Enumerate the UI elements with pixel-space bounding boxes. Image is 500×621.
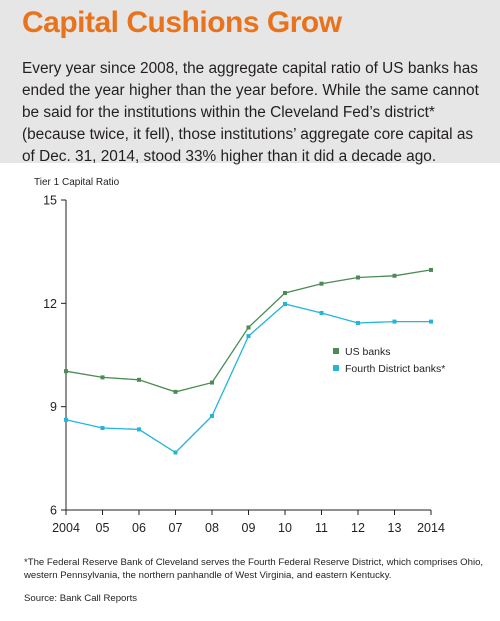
legend-marker <box>333 348 339 354</box>
footnote: *The Federal Reserve Bank of Cleveland s… <box>24 557 484 581</box>
x-tick-label: 2014 <box>417 521 445 535</box>
data-point <box>429 319 433 324</box>
x-tick-label: 07 <box>169 521 183 535</box>
y-tick-label: 6 <box>50 504 57 518</box>
legend-marker <box>333 365 339 371</box>
x-tick-label: 13 <box>388 521 402 535</box>
y-tick-label: 12 <box>43 297 57 311</box>
x-tick-label: 11 <box>315 521 328 535</box>
data-point <box>100 426 105 431</box>
data-point <box>210 413 214 418</box>
data-point <box>246 334 251 339</box>
data-point <box>173 389 178 394</box>
x-tick-label: 09 <box>242 521 256 535</box>
data-point <box>283 291 287 295</box>
y-tick-label: 9 <box>50 400 57 414</box>
page-title: Capital Cushions Grow <box>22 6 342 39</box>
header-box: Capital Cushions Grow Every year since 2… <box>0 0 500 165</box>
data-point <box>392 273 397 278</box>
data-point <box>319 281 324 286</box>
y-tick-label: 15 <box>43 194 57 208</box>
data-point <box>356 275 360 280</box>
data-point <box>210 380 214 385</box>
x-tick-label: 08 <box>205 521 219 535</box>
x-tick-label: 2004 <box>52 521 80 535</box>
data-point <box>246 325 251 330</box>
line-chart: Tier 1 Capital Ratio 6 9 12 15 2004 05 06 07 08 09… <box>34 177 445 535</box>
x-tick-label: 05 <box>96 521 110 535</box>
legend-label: US banks <box>345 346 391 358</box>
data-point <box>319 310 324 315</box>
data-point <box>64 369 68 374</box>
source-note: Source: Bank Call Reports <box>24 593 138 604</box>
data-point <box>173 450 178 455</box>
y-axis-label: Tier 1 Capital Ratio <box>34 177 120 188</box>
data-point <box>392 319 397 324</box>
data-point <box>283 302 287 307</box>
x-tick-label: 10 <box>278 521 292 535</box>
x-tick-label: 06 <box>132 521 146 535</box>
data-point <box>64 417 68 422</box>
data-point <box>100 375 105 380</box>
intro-text: Every year since 2008, the aggregate cap… <box>22 60 479 165</box>
data-point <box>137 427 141 432</box>
legend-label: Fourth District banks* <box>345 363 445 375</box>
data-point <box>137 377 141 382</box>
data-point <box>429 267 433 272</box>
x-tick-label: 12 <box>351 521 365 535</box>
data-point <box>356 320 360 325</box>
